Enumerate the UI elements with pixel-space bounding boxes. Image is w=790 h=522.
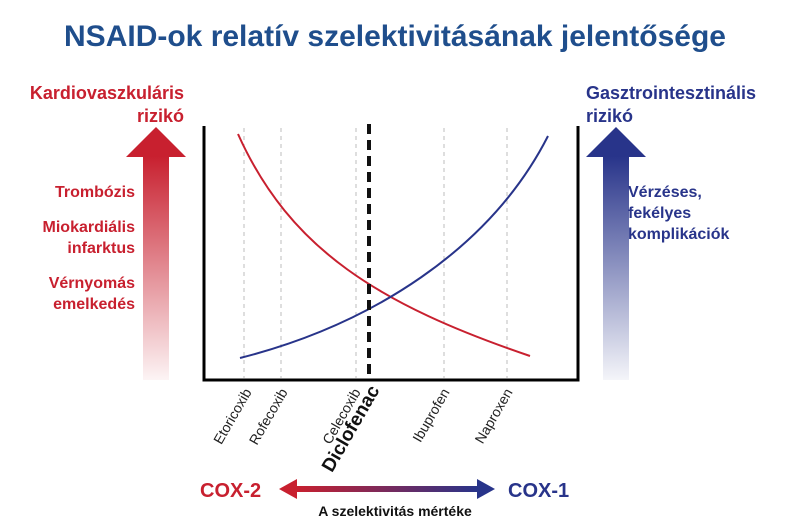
cardiovascular-risk-curve (237, 133, 531, 357)
risk-item-mi-line2: infarktus (67, 240, 135, 257)
risk-item-bleeding-line3: komplikációk (628, 226, 730, 243)
risk-item-bp-line2: emelkedés (53, 296, 135, 313)
risk-item-myocardial-infarction: Miokardiális infarktus (20, 217, 135, 259)
plot-frame (202, 126, 580, 382)
drug-label-naproxen: Naproxen (471, 386, 515, 447)
cardiovascular-risk-title: Kardiovaszkuláris rizikó (14, 82, 184, 128)
risk-item-thrombosis-text: Trombózis (54, 184, 135, 201)
page-title: NSAID-ok relatív szelektivitásának jelen… (64, 20, 726, 53)
selectivity-caption: A szelektivitás mértéke (318, 503, 472, 519)
gastrointestinal-risk-list: Vérzéses, fekélyes komplikációk (628, 182, 778, 245)
cardiovascular-risk-title-line1: Kardiovaszkuláris (29, 83, 184, 103)
risk-item-mi-line1: Miokardiális (42, 219, 135, 236)
cox-double-arrow-icon (279, 479, 495, 499)
cardiovascular-gradient-arrow-icon (126, 127, 186, 380)
risk-item-bleeding-line1: Vérzéses, (628, 184, 702, 201)
drug-guide-lines (243, 128, 508, 378)
gastrointestinal-risk-curve (239, 135, 549, 359)
risk-item-thrombosis: Trombózis (20, 182, 135, 203)
cox2-label: COX-2 (200, 480, 262, 502)
risk-item-bp-line1: Vérnyomás (48, 275, 135, 292)
drug-label-ibuprofen: Ibuprofen (409, 386, 452, 445)
risk-item-bleeding-line2: fekélyes (628, 205, 692, 222)
gastrointestinal-gradient-arrow-icon (586, 127, 646, 380)
gastrointestinal-risk-title-line1: Gasztrointesztinális (586, 83, 757, 103)
gastrointestinal-risk-title: Gasztrointesztinális rizikó (586, 82, 786, 128)
cardiovascular-risk-list: Trombózis Miokardiális infarktus Vérnyom… (20, 182, 135, 329)
risk-item-blood-pressure: Vérnyomás emelkedés (20, 273, 135, 315)
cox1-label: COX-1 (508, 480, 570, 502)
gastrointestinal-risk-title-line2: rizikó (586, 106, 634, 126)
cardiovascular-risk-title-line2: rizikó (136, 106, 184, 126)
